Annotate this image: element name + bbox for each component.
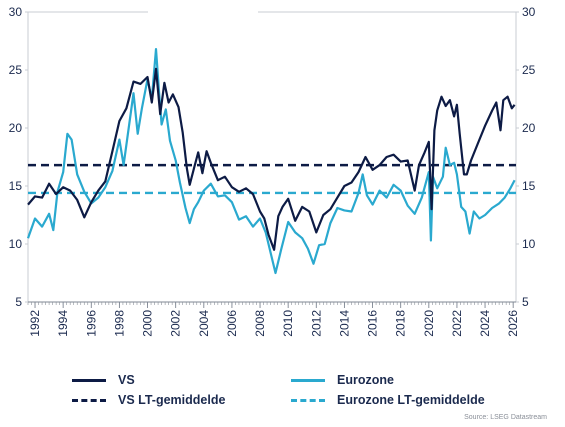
x-tick-label: 2002 bbox=[169, 310, 183, 337]
x-tick-label: 2024 bbox=[478, 310, 492, 337]
legend-label-eurozone: Eurozone bbox=[337, 373, 394, 387]
y-tick-label-left: 15 bbox=[9, 179, 23, 193]
y-tick-label-right: 20 bbox=[522, 121, 536, 135]
x-tick-label: 1992 bbox=[28, 310, 42, 337]
y-tick-label-left: 5 bbox=[15, 295, 22, 309]
legend-label-eurozone-lt: Eurozone LT-gemiddelde bbox=[337, 393, 485, 407]
y-tick-label-right: 25 bbox=[522, 63, 536, 77]
x-tick-label: 2026 bbox=[506, 310, 520, 337]
x-tick-label: 2008 bbox=[253, 310, 267, 337]
x-tick-label: 1998 bbox=[112, 310, 126, 337]
x-tick-label: 2000 bbox=[141, 310, 155, 337]
legend-swatch-vs-lt bbox=[72, 398, 106, 402]
x-tick-label: 1994 bbox=[56, 310, 70, 337]
x-axis-ticks: 1992 1994 1996 1998 2000 2002 2004 2006 2008 2010… bbox=[28, 310, 520, 337]
y-tick-label-right: 5 bbox=[522, 295, 529, 309]
legend-swatch-eurozone-lt bbox=[291, 398, 325, 402]
series-line-vs bbox=[27, 67, 516, 251]
line-chart: 5 10 15 20 25 30 5 10 15 20 25 30 1992 1994 1996 1998… bbox=[9, 5, 536, 337]
y-tick-label-right: 30 bbox=[522, 5, 536, 19]
legend-label-vs-lt: VS LT-gemiddelde bbox=[118, 393, 226, 407]
x-tick-label: 2022 bbox=[450, 310, 464, 337]
legend-item-vs: VS bbox=[72, 373, 135, 387]
legend-item-eurozone-lt: Eurozone LT-gemiddelde bbox=[291, 393, 485, 407]
x-tick-label: 2018 bbox=[394, 310, 408, 337]
x-tick-label: 2016 bbox=[366, 310, 380, 337]
y-tick-label-left: 25 bbox=[9, 63, 23, 77]
y-tick-label-right: 10 bbox=[522, 237, 536, 251]
legend-swatch-vs bbox=[72, 378, 106, 382]
y-tick-label-right: 15 bbox=[522, 179, 536, 193]
axes bbox=[25, 11, 519, 308]
x-tick-label: 2010 bbox=[281, 310, 295, 337]
y-axis-right-ticks: 5 10 15 20 25 30 bbox=[522, 5, 536, 309]
series-line-eurozone bbox=[26, 48, 516, 275]
series-lines bbox=[26, 48, 516, 275]
legend-label-vs: VS bbox=[118, 373, 135, 387]
legend-item-vs-lt: VS LT-gemiddelde bbox=[72, 393, 225, 407]
x-tick-label: 2012 bbox=[309, 310, 323, 337]
x-tick-label: 2004 bbox=[197, 310, 211, 337]
legend-item-eurozone: Eurozone bbox=[291, 373, 394, 387]
y-tick-label-left: 20 bbox=[9, 121, 23, 135]
y-axis-left-ticks: 5 10 15 20 25 30 bbox=[9, 5, 23, 309]
source-note: Source: LSEG Datastream bbox=[464, 414, 547, 421]
legend-swatch-eurozone bbox=[291, 378, 325, 382]
y-tick-label-left: 10 bbox=[9, 237, 23, 251]
x-tick-label: 2014 bbox=[337, 310, 351, 337]
y-tick-label-left: 30 bbox=[9, 5, 23, 19]
x-tick-label: 1996 bbox=[84, 310, 98, 337]
x-tick-label: 2020 bbox=[422, 310, 436, 337]
x-tick-label: 2006 bbox=[225, 310, 239, 337]
